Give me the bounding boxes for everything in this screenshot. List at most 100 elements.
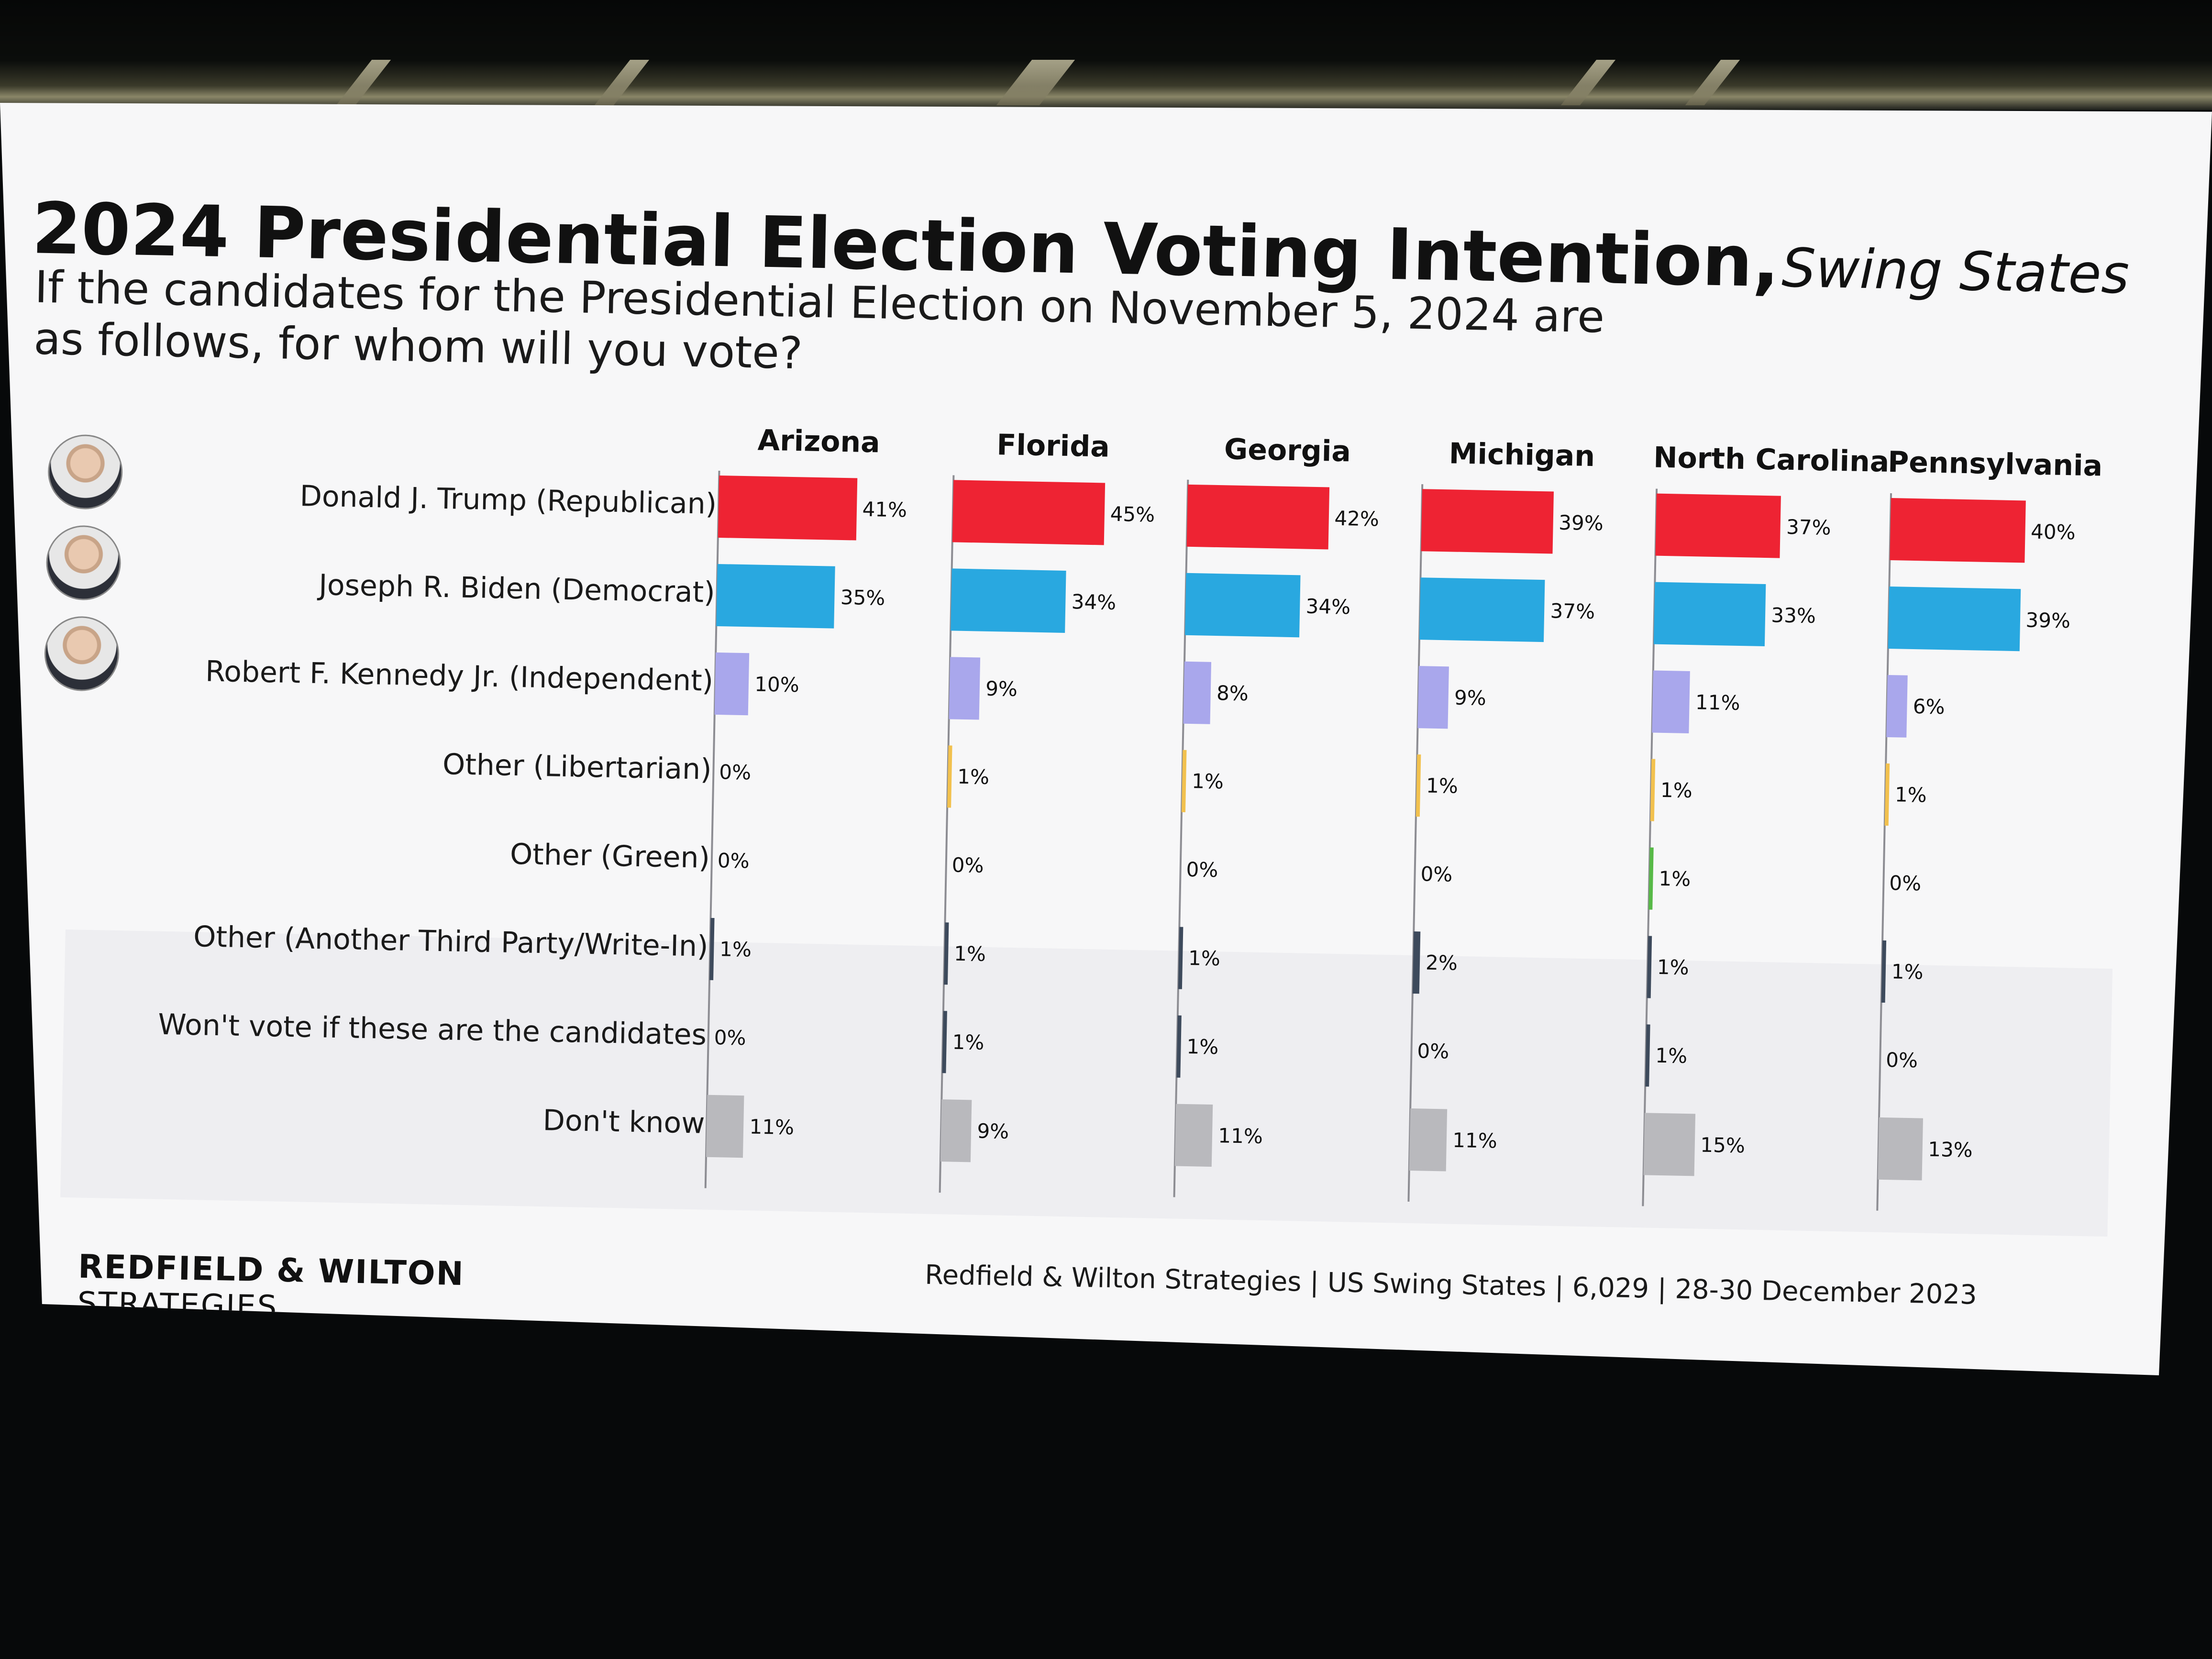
data-bar (1416, 754, 1421, 817)
data-bar (1181, 750, 1187, 812)
data-label: 9% (977, 1119, 1009, 1143)
data-bar (1409, 1108, 1448, 1172)
data-label: 39% (2025, 608, 2071, 633)
data-bar (1419, 577, 1545, 642)
data-label: 1% (1426, 774, 1459, 798)
category-label: Other (Green) (509, 837, 710, 875)
state-name: North Carolina (1653, 441, 1890, 479)
state-name: Arizona (757, 423, 881, 460)
data-label: 1% (952, 1030, 984, 1054)
data-label: 0% (1186, 857, 1218, 882)
kennedy-photo (44, 616, 120, 692)
data-label: 1% (957, 764, 990, 789)
data-label: 11% (1452, 1128, 1498, 1153)
category-label: Robert F. Kennedy Jr. (Independent) (205, 654, 714, 698)
data-bar (1412, 931, 1421, 994)
presentation-slide: 2024 Presidential Election Voting Intent… (0, 103, 2212, 1375)
data-label: 37% (1550, 599, 1595, 624)
data-label: 11% (1695, 690, 1740, 715)
data-bar (1886, 675, 1908, 738)
data-bar (1652, 670, 1691, 734)
data-label: 6% (1913, 695, 1945, 719)
brand-logo: REDFIELD & WILTON STRATEGIES (77, 1248, 465, 1328)
state-name: Pennsylvania (1887, 445, 2103, 483)
data-label: 1% (1659, 866, 1691, 891)
data-label: 1% (1186, 1034, 1219, 1059)
data-label: 1% (719, 937, 752, 962)
data-label: 45% (1110, 502, 1155, 527)
data-bar (1884, 763, 1890, 826)
data-bar (1648, 847, 1654, 910)
data-label: 42% (1334, 506, 1380, 531)
data-bar (949, 657, 981, 720)
data-bar (718, 476, 857, 541)
data-label: 9% (1454, 686, 1487, 710)
data-bar (1645, 1024, 1650, 1087)
data-label: 0% (719, 760, 752, 785)
category-label: Other (Libertarian) (442, 748, 712, 786)
data-label: 1% (953, 941, 986, 966)
data-bar (943, 922, 949, 985)
data-label: 9% (985, 676, 1018, 701)
title-separator: , (1751, 220, 1781, 303)
data-label: 10% (754, 672, 800, 697)
data-bar (1881, 940, 1887, 1003)
data-label: 34% (1305, 594, 1351, 619)
data-bar (1643, 1113, 1695, 1176)
data-bar (714, 652, 750, 716)
data-bar (1653, 582, 1766, 647)
data-label: 37% (1786, 515, 1831, 540)
data-bar (1878, 1117, 1923, 1181)
data-label: 0% (951, 853, 984, 877)
data-label: 39% (1558, 510, 1604, 535)
data-bar (1650, 759, 1656, 821)
data-label: 40% (2030, 520, 2076, 544)
data-label: 1% (1894, 783, 1927, 807)
state-column: Arizona 41% 35% 10% 0% 0% 1% 0% 11% (700, 423, 941, 1279)
data-bar (1176, 1015, 1182, 1078)
data-bar (1174, 1104, 1213, 1167)
data-bar (942, 1011, 947, 1073)
data-bar (952, 480, 1105, 545)
data-label: 0% (717, 849, 750, 873)
data-bar (1183, 661, 1212, 724)
trump-photo (47, 434, 123, 510)
state-column: Florida 45% 34% 9% 1% 0% 1% 1% 9% (934, 427, 1175, 1283)
data-bar (1888, 586, 2021, 652)
category-label: Don't know (542, 1104, 705, 1140)
data-label: 0% (1417, 1039, 1449, 1063)
brand-name: REDFIELD & WILTON (77, 1248, 465, 1294)
data-bar (1655, 493, 1781, 558)
data-label: 0% (714, 1026, 746, 1050)
chart-subtitle: Swing States (1781, 237, 2130, 306)
background-scene (0, 0, 2212, 110)
biden-photo (45, 525, 122, 601)
data-bar (706, 1095, 744, 1158)
state-name: Florida (996, 428, 1110, 464)
state-column: Michigan 39% 37% 9% 1% 0% 2% 0% 11% (1403, 436, 1644, 1292)
data-label: 1% (1191, 769, 1224, 794)
state-name: Georgia (1224, 432, 1351, 469)
data-label: 0% (1885, 1048, 1918, 1073)
data-label: 0% (1420, 862, 1453, 886)
state-name: Michigan (1449, 437, 1595, 474)
data-bar (947, 745, 952, 808)
data-bar (709, 918, 715, 980)
category-label: Donald J. Trump (Republican) (299, 479, 717, 521)
state-column: Georgia 42% 34% 8% 1% 0% 1% 1% 11% (1169, 432, 1410, 1288)
data-label: 34% (1071, 590, 1117, 614)
data-label: 15% (1700, 1133, 1746, 1158)
data-label: 2% (1425, 951, 1458, 975)
data-label: 33% (1770, 603, 1816, 628)
data-label: 1% (1657, 955, 1690, 980)
state-column: North Carolina 37% 33% 11% 1% 1% 1% 1% 15% (1637, 441, 1890, 1296)
data-bar (1890, 498, 2026, 563)
category-label: Joseph R. Biden (Democrat) (318, 568, 716, 609)
data-bar (1417, 666, 1449, 729)
data-label: 8% (1216, 681, 1249, 706)
data-label: 35% (840, 585, 885, 610)
data-bar (951, 568, 1066, 633)
data-label: 1% (1188, 946, 1221, 971)
state-column: Pennsylvania 40% 39% 6% 1% 0% 1% 0% 13% (1872, 445, 2113, 1301)
data-label: 0% (1889, 871, 1922, 896)
